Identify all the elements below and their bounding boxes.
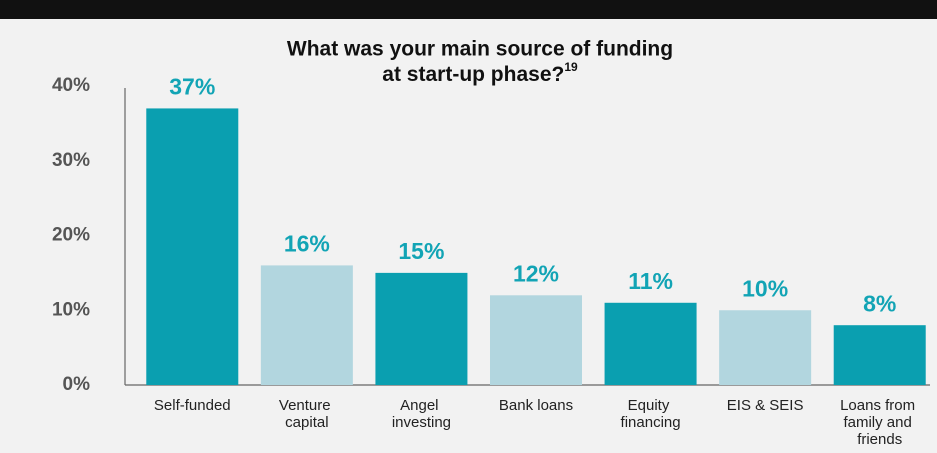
bar	[375, 272, 468, 385]
y-tick-label: 40%	[52, 75, 90, 96]
x-tick-label-line: Venture	[279, 397, 335, 414]
x-tick-label: Loans from family and friends	[840, 397, 919, 448]
x-tick-label: EIS & SEIS	[727, 397, 804, 414]
chart-title: What was your main source of funding	[287, 38, 673, 61]
y-tick-label: 0%	[63, 374, 91, 395]
x-tick-label-line: Self-funded	[154, 397, 231, 414]
y-tick-label: 20%	[52, 225, 90, 246]
bar	[719, 310, 812, 385]
value-label: 12%	[513, 260, 559, 286]
chart-title-line: at start-up phase?19	[382, 60, 578, 85]
chart-title: at start-up phase?	[382, 63, 564, 86]
x-tick-label: Self-funded	[154, 397, 231, 414]
bar	[490, 295, 582, 385]
x-tick-label-line: EIS & SEIS	[727, 397, 804, 414]
x-tick-label: Venture capital	[279, 397, 335, 431]
footnote-ref: 19	[564, 60, 578, 74]
x-tick-label-line: Equity	[628, 397, 674, 414]
x-tick-label-line: investing	[392, 414, 451, 431]
value-label: 10%	[742, 275, 788, 301]
y-tick-label: 10%	[52, 299, 90, 320]
x-tick-label: Equity financing	[621, 397, 681, 431]
top-bar	[0, 0, 937, 19]
bar	[146, 108, 239, 386]
x-tick-label: Bank loans	[499, 397, 573, 414]
bar	[604, 302, 697, 385]
value-label: 15%	[398, 238, 444, 264]
value-label: 16%	[284, 230, 330, 256]
x-tick-label-line: financing	[621, 414, 681, 431]
value-label: 11%	[628, 268, 673, 294]
x-tick-label-line: Bank loans	[499, 397, 573, 414]
x-tick-label-line: capital	[285, 414, 328, 431]
bar	[833, 325, 926, 385]
value-label: 37%	[169, 74, 215, 100]
x-tick-label-line: friends	[857, 431, 902, 448]
value-label: 8%	[863, 290, 896, 316]
bar	[260, 265, 353, 385]
x-tick-label-line: family and	[843, 414, 916, 431]
x-tick-label-line: Angel	[400, 397, 443, 414]
x-tick-label: Angel investing	[392, 397, 451, 431]
y-tick-label: 30%	[52, 150, 90, 171]
x-tick-label-line: Loans from	[840, 397, 919, 414]
